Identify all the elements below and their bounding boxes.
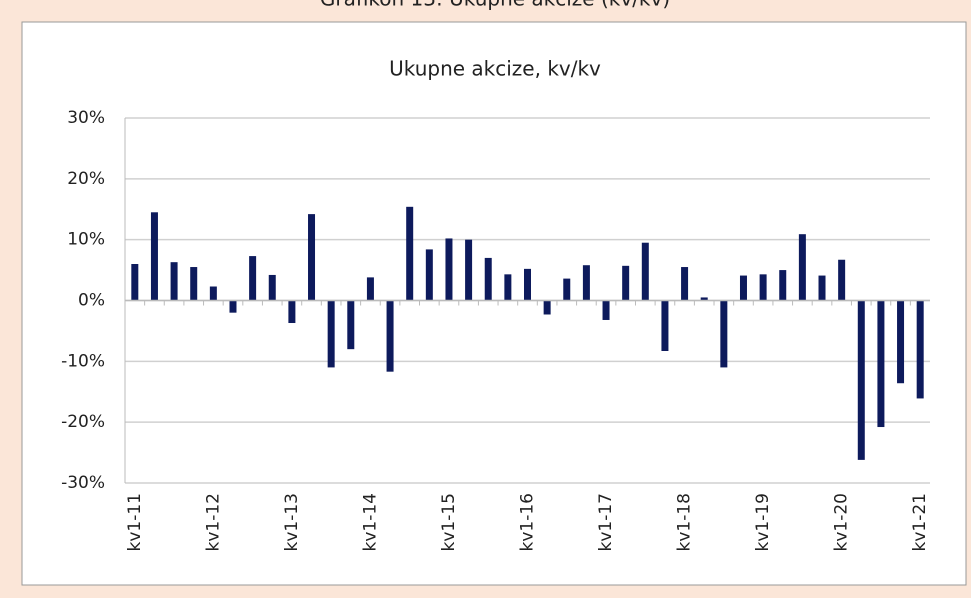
bar [857,300,865,460]
bar [818,275,826,301]
bar [288,300,296,324]
bar [386,300,394,372]
bar [229,300,237,313]
x-tick-label: kv1-13 [282,493,302,552]
x-tick-label: kv1-12 [203,493,223,552]
bar [406,206,414,301]
x-tick-label: kv1-19 [753,493,773,552]
bar [798,234,806,301]
bar [268,274,276,301]
bar [661,300,669,351]
bar [190,267,198,301]
x-tick-label: kv1-20 [832,493,852,552]
bar [779,270,787,301]
page-title: Grafikon 13: Ukupne akcize (kv/kv) [320,0,670,11]
x-tick-label: kv1-11 [125,493,145,552]
bar [720,300,728,368]
bar [308,214,316,301]
chart-box [21,21,967,586]
x-tick-label: kv1-15 [439,493,459,552]
x-tick-label: kv1-21 [910,493,930,552]
y-tick-label: 0% [78,291,105,311]
bar [582,265,590,301]
bar [327,300,335,368]
bar [641,242,649,301]
bar [759,274,767,301]
y-tick-label: -10% [61,351,105,371]
x-tick-label: kv1-18 [675,493,695,552]
bar [366,277,374,301]
bar [504,274,512,301]
bar [465,239,473,301]
bar [916,300,924,399]
y-tick-label: -20% [61,412,105,432]
bar [622,265,630,301]
x-tick-label: kv1-16 [518,493,538,552]
y-tick-label: 10% [67,230,105,250]
bar [131,264,139,301]
bar [700,297,708,301]
x-tick-label: kv1-17 [596,493,616,552]
y-tick-label: 20% [67,169,105,189]
bar [347,300,355,350]
y-tick-label: -30% [61,473,105,493]
x-tick-label: kv1-14 [360,493,380,552]
bar [484,257,492,301]
bar [681,267,689,301]
bar [563,278,571,301]
bar [524,268,531,301]
bar [897,300,905,384]
bar [543,300,551,315]
y-tick-label: 30% [67,108,105,128]
bar [739,275,747,301]
bar [150,212,158,301]
bar [838,259,846,301]
bar [249,256,257,301]
bar [602,300,610,320]
bar [209,286,217,301]
bar [170,262,178,301]
bar [425,249,433,301]
bar [877,300,885,428]
chart-title: Ukupne akcize, kv/kv [389,57,601,81]
bar [445,238,453,301]
